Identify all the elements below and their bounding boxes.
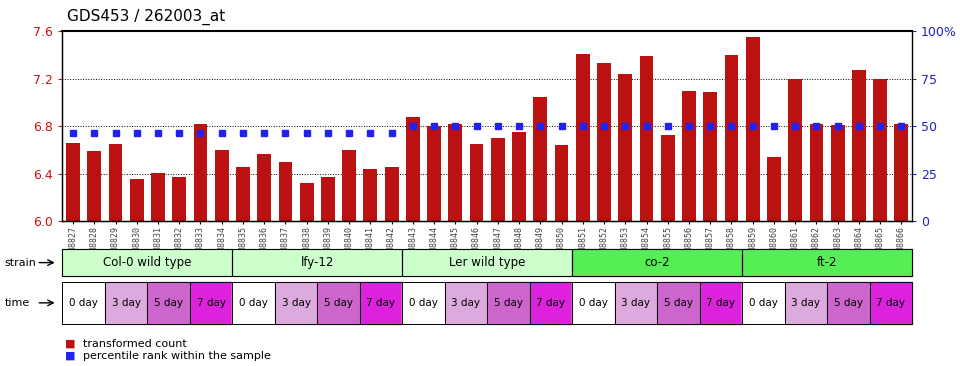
Bar [194,124,207,221]
Bar [130,179,144,221]
Text: ft-2: ft-2 [817,256,837,269]
Text: transformed count: transformed count [83,339,186,349]
Text: 5 day: 5 day [834,298,863,308]
Text: 3 day: 3 day [791,298,820,308]
Bar [342,150,356,221]
Bar [385,167,398,221]
Text: 5 day: 5 day [664,298,693,308]
Text: ■: ■ [65,339,76,349]
Bar [682,91,696,221]
Text: Col-0 wild type: Col-0 wild type [103,256,192,269]
Text: 7 day: 7 day [537,298,565,308]
Bar [469,144,484,221]
Bar [704,92,717,221]
Bar [278,162,293,221]
Text: 5 day: 5 day [324,298,353,308]
Bar [788,79,803,221]
Text: 5 day: 5 day [155,298,183,308]
Bar [448,124,463,221]
Text: strain: strain [5,258,36,268]
Text: 7 day: 7 day [367,298,396,308]
Bar [257,154,271,221]
Bar [427,126,441,221]
Bar [767,157,780,221]
Text: ■: ■ [65,351,76,361]
Bar [639,56,654,221]
Text: 0 day: 0 day [69,298,98,308]
Bar [215,150,228,221]
Bar [151,173,165,221]
Bar [660,135,675,221]
Text: time: time [5,298,30,308]
Text: 5 day: 5 day [494,298,523,308]
Text: 7 day: 7 day [707,298,735,308]
Bar [874,79,887,221]
Bar [618,74,633,221]
Bar [576,54,589,221]
Text: 3 day: 3 day [451,298,480,308]
Text: 3 day: 3 day [111,298,140,308]
Text: lfy-12: lfy-12 [300,256,334,269]
Bar [895,124,908,221]
Bar [512,132,526,221]
Text: 0 day: 0 day [749,298,778,308]
Text: 3 day: 3 day [281,298,310,308]
Bar [321,178,335,221]
Text: 3 day: 3 day [621,298,650,308]
Bar [830,125,845,221]
Bar [406,117,420,221]
Text: 7 day: 7 day [197,298,226,308]
Bar [172,178,186,221]
Text: 7 day: 7 day [876,298,905,308]
Bar [746,37,759,221]
Bar [491,138,505,221]
Text: percentile rank within the sample: percentile rank within the sample [83,351,271,361]
Text: Ler wild type: Ler wild type [449,256,525,269]
Bar [108,144,123,221]
Text: co-2: co-2 [644,256,670,269]
Bar [852,70,866,221]
Bar [725,55,738,221]
Bar [597,63,611,221]
Bar [534,97,547,221]
Text: 0 day: 0 day [409,298,438,308]
Bar [300,183,314,221]
Bar [66,143,80,221]
Bar [809,124,824,221]
Text: GDS453 / 262003_at: GDS453 / 262003_at [67,9,226,25]
Text: 0 day: 0 day [579,298,608,308]
Bar [555,145,568,221]
Bar [87,151,101,221]
Text: 0 day: 0 day [239,298,268,308]
Bar [236,167,250,221]
Bar [364,169,377,221]
